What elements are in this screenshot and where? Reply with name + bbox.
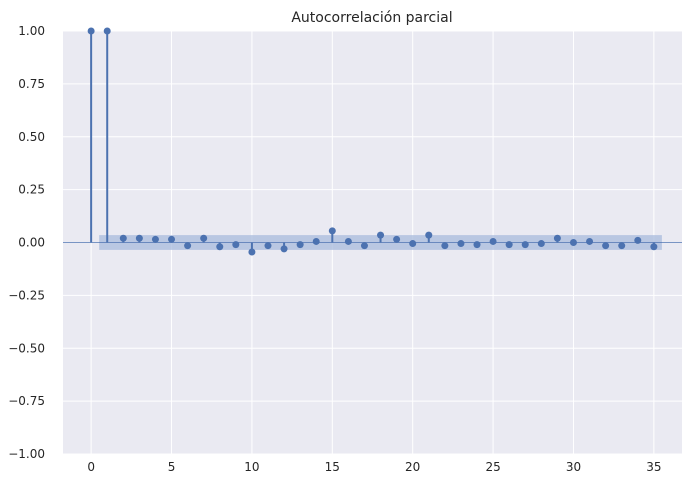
stem-marker — [168, 235, 176, 243]
x-tick-label: 15 — [325, 460, 340, 474]
x-tick-label: 35 — [646, 460, 661, 474]
stem-marker — [505, 241, 513, 249]
stem-marker — [441, 242, 449, 250]
stem-marker — [87, 27, 95, 35]
y-axis-ticks: 1.00 0.75 0.50 0.25 0.00 −0.25 −0.50 −0.75 −1.00 — [8, 24, 45, 461]
stem-marker — [425, 231, 433, 239]
y-tick-label: 0.75 — [18, 77, 45, 91]
stem-marker — [200, 234, 208, 242]
y-tick-label: 0.00 — [18, 236, 45, 250]
stem-marker — [521, 241, 529, 249]
x-tick-label: 10 — [244, 460, 259, 474]
stem-marker — [569, 239, 577, 246]
y-tick-label: 1.00 — [18, 24, 45, 38]
stem-marker — [586, 237, 594, 245]
stem-marker — [489, 237, 497, 245]
y-tick-label: 0.25 — [18, 183, 45, 197]
stem-marker — [344, 237, 352, 245]
stem-marker — [151, 235, 159, 243]
stem-marker — [184, 242, 192, 250]
stem-marker — [457, 240, 465, 248]
stem-marker — [312, 237, 320, 245]
stem-marks — [63, 27, 682, 256]
stem-marker — [537, 240, 545, 248]
stem-marker — [377, 231, 385, 239]
y-tick-label: −1.00 — [8, 447, 45, 461]
stem-marker — [409, 240, 417, 248]
stem-marker — [280, 245, 288, 253]
stem-marker — [296, 241, 304, 249]
stem-marker — [650, 243, 658, 251]
stem-marker — [328, 227, 336, 235]
stem-marker — [634, 236, 642, 244]
x-tick-label: 25 — [485, 460, 500, 474]
x-tick-label: 30 — [566, 460, 581, 474]
x-tick-label: 20 — [405, 460, 420, 474]
stem-marker — [232, 241, 240, 249]
stem-marker — [216, 243, 224, 251]
x-tick-label: 0 — [87, 460, 95, 474]
stem-marker — [135, 234, 143, 242]
y-tick-label: −0.75 — [8, 394, 45, 408]
y-tick-label: −0.25 — [8, 288, 45, 302]
y-tick-label: 0.50 — [18, 130, 45, 144]
chart-title: Autocorrelación parcial — [291, 10, 452, 26]
stem-marker — [553, 234, 561, 242]
stem-marker — [393, 235, 401, 243]
stem-marker — [473, 241, 481, 249]
stem-marker — [248, 248, 256, 256]
stem-marker — [103, 27, 111, 35]
stem-marker — [119, 234, 127, 242]
stem-marker — [360, 242, 368, 250]
x-axis-ticks: 0 5 10 15 20 25 30 35 — [87, 460, 661, 474]
stem-marker — [618, 242, 626, 250]
y-tick-label: −0.50 — [8, 341, 45, 355]
stem-marker — [602, 242, 610, 250]
x-tick-label: 5 — [168, 460, 176, 474]
stem-marker — [264, 242, 272, 250]
